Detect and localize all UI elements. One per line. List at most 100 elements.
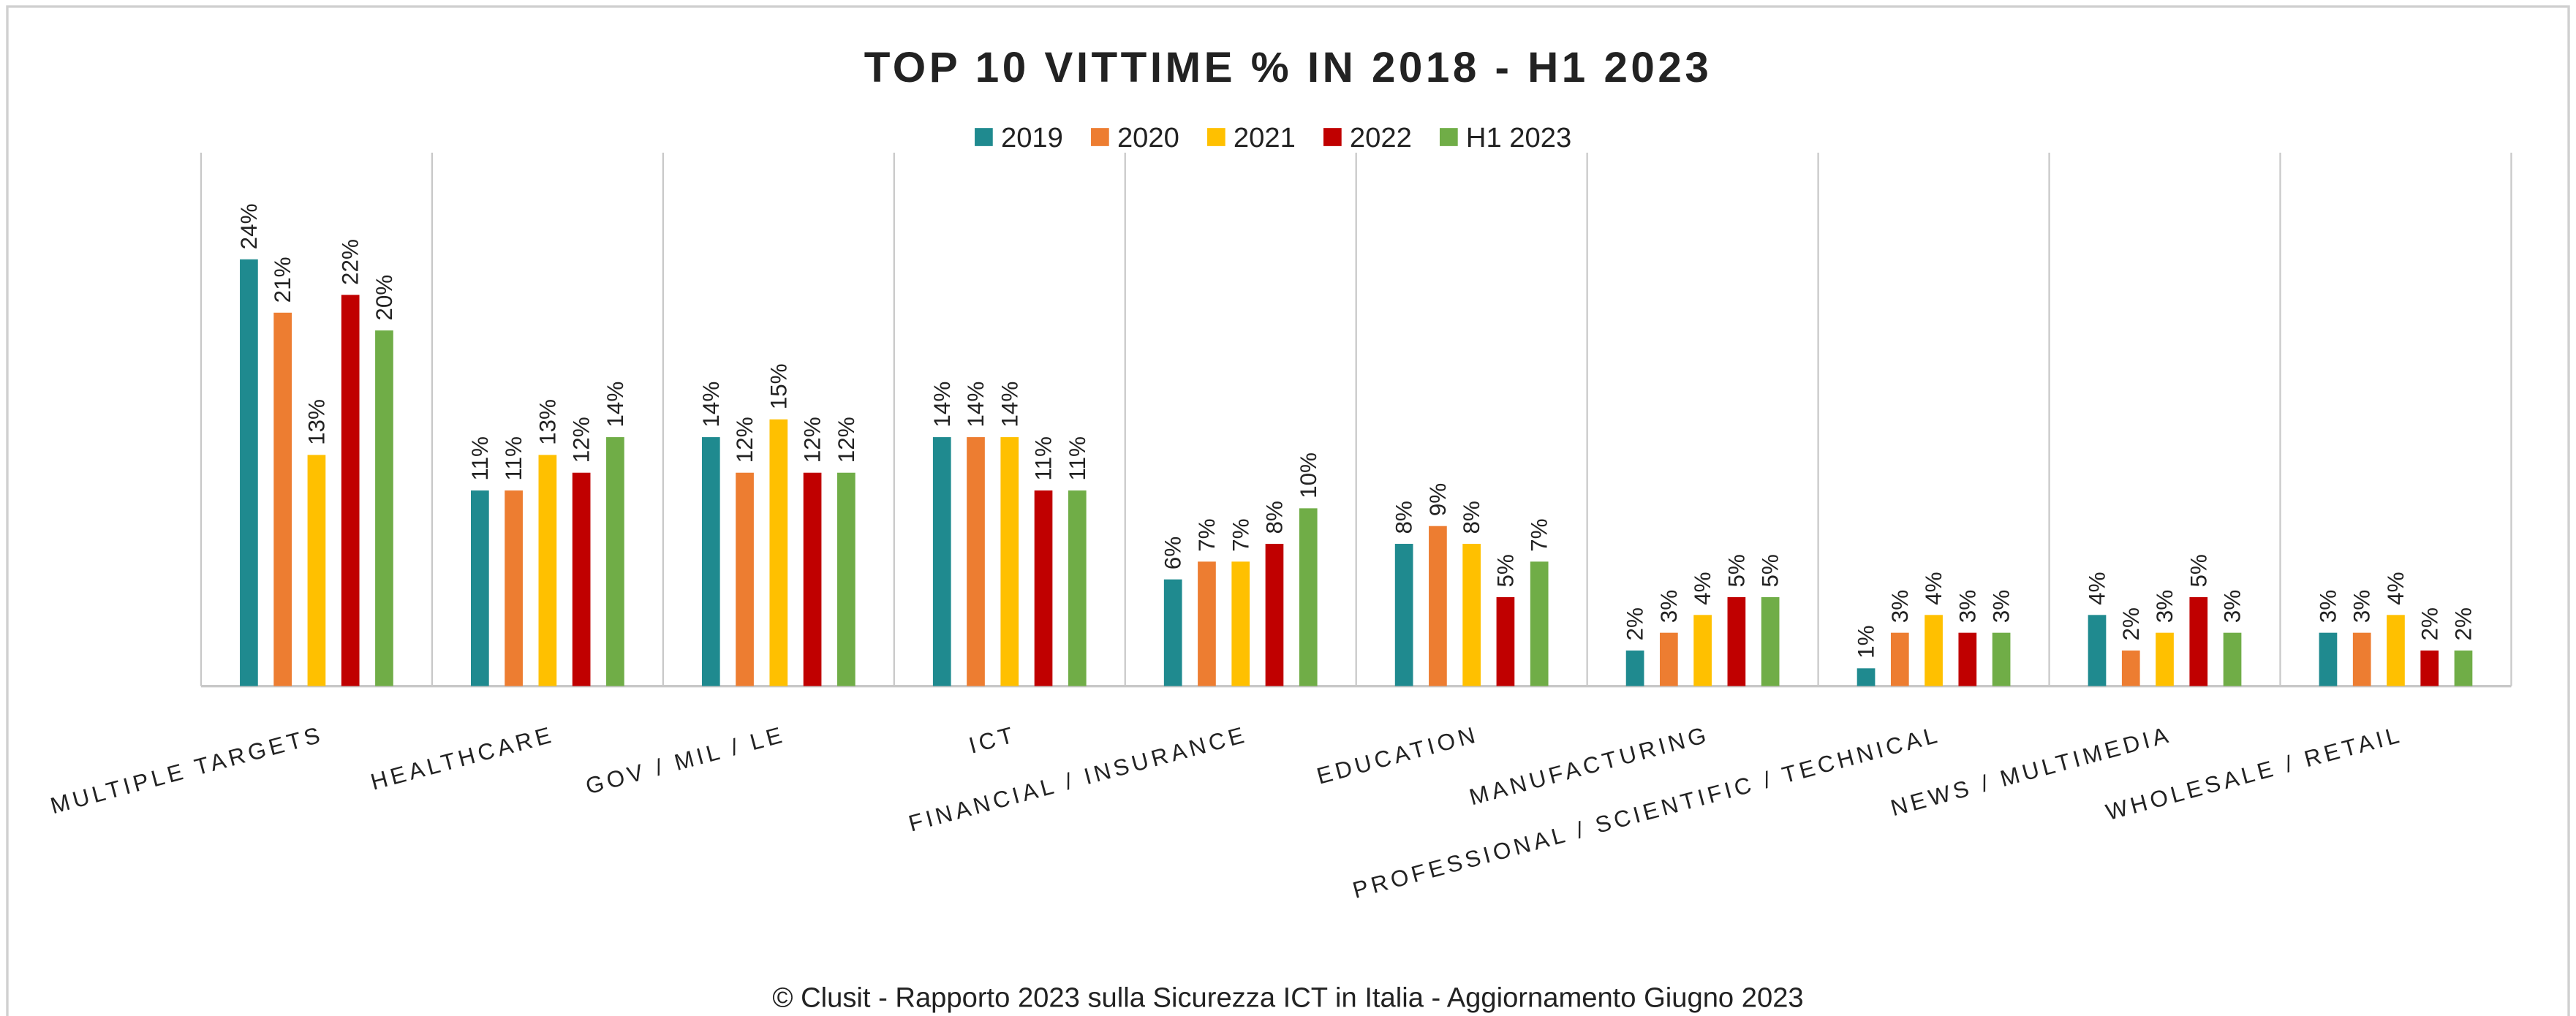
- data-label: 6%: [1160, 537, 1186, 569]
- bar: [1198, 561, 1216, 686]
- bar: [470, 490, 489, 686]
- bar: [2121, 650, 2140, 686]
- bar: [736, 472, 754, 686]
- data-label: 14%: [963, 382, 989, 428]
- bar: [606, 437, 624, 686]
- data-label: 14%: [698, 382, 724, 428]
- bar: [1925, 615, 1943, 686]
- bar: [769, 419, 788, 686]
- bar: [1625, 650, 1644, 686]
- data-label: 3%: [1656, 590, 1682, 623]
- data-label: 14%: [603, 382, 628, 428]
- data-label: 12%: [800, 417, 826, 463]
- data-label: 20%: [371, 275, 397, 321]
- bar: [1000, 437, 1019, 686]
- bar: [1394, 544, 1413, 686]
- data-label: 5%: [2186, 554, 2211, 587]
- bar: [375, 330, 393, 686]
- data-label: 3%: [1989, 590, 2014, 623]
- data-label: 4%: [2383, 572, 2409, 604]
- bar: [1034, 490, 1053, 686]
- data-label: 11%: [467, 436, 493, 481]
- legend-swatch: [975, 128, 993, 146]
- chart-title: TOP 10 VITTIME % IN 2018 - H1 2023: [864, 44, 1712, 91]
- data-label: 21%: [270, 257, 295, 303]
- data-label: 3%: [1887, 590, 1913, 623]
- bar: [1958, 632, 1977, 686]
- bar: [2387, 615, 2405, 686]
- bar: [967, 437, 985, 686]
- bar: [538, 455, 557, 686]
- data-label: 8%: [1459, 501, 1484, 534]
- data-label: 8%: [1262, 501, 1288, 534]
- data-label: 4%: [2085, 572, 2110, 604]
- bar: [2420, 650, 2439, 686]
- data-label: 3%: [2349, 590, 2375, 623]
- data-label: 14%: [929, 382, 955, 428]
- data-label: 5%: [1758, 554, 1783, 587]
- bar: [1068, 490, 1087, 686]
- bar: [1496, 597, 1515, 686]
- data-label: 5%: [1492, 554, 1518, 587]
- chart-border: [6, 5, 2570, 1016]
- bar: [1693, 615, 1712, 686]
- data-label: 2%: [2118, 607, 2144, 640]
- data-label: 9%: [1425, 483, 1451, 516]
- data-label: 13%: [303, 399, 329, 445]
- bar: [836, 472, 855, 686]
- data-label: 8%: [1391, 501, 1417, 534]
- data-label: 12%: [834, 417, 859, 463]
- data-label: 13%: [535, 399, 560, 445]
- data-label: 4%: [1921, 572, 1946, 604]
- legend-label: 2021: [1234, 122, 1296, 153]
- footer: © Clusit - Rapporto 2023 sulla Sicurezza…: [772, 982, 1803, 1014]
- legend-label: 2019: [1001, 122, 1063, 153]
- legend-label: 2020: [1117, 122, 1179, 153]
- data-label: 14%: [997, 382, 1022, 428]
- data-label: 5%: [1723, 554, 1749, 587]
- bar: [701, 437, 720, 686]
- bar: [2352, 632, 2371, 686]
- bar: [2319, 632, 2338, 686]
- bar: [240, 259, 258, 686]
- legend-swatch: [1323, 128, 1342, 146]
- legend-label: H1 2023: [1466, 122, 1571, 153]
- bar: [1530, 561, 1549, 686]
- bar: [1163, 579, 1182, 686]
- bar: [273, 312, 292, 686]
- legend-swatch: [1091, 128, 1109, 146]
- bar: [1761, 597, 1780, 686]
- data-label: 3%: [2220, 590, 2245, 623]
- bar: [1429, 526, 1447, 686]
- data-label: 7%: [1527, 518, 1552, 551]
- data-label: 12%: [732, 417, 758, 463]
- data-label: 4%: [1690, 572, 1715, 604]
- bar: [572, 472, 591, 686]
- legend-label: 2022: [1350, 122, 1412, 153]
- bar: [1231, 561, 1250, 686]
- legend-swatch: [1207, 128, 1225, 146]
- data-label: 11%: [1065, 436, 1090, 481]
- bar: [505, 490, 523, 686]
- bar: [2454, 650, 2473, 686]
- bar: [932, 437, 951, 686]
- data-label: 7%: [1194, 518, 1220, 551]
- data-label: 3%: [2315, 590, 2341, 623]
- bar: [1462, 544, 1481, 686]
- data-label: 7%: [1228, 518, 1253, 551]
- data-label: 2%: [1623, 607, 1648, 640]
- bar: [1265, 544, 1284, 686]
- bar: [1727, 597, 1746, 686]
- bar: [803, 472, 822, 686]
- data-label: 3%: [2152, 590, 2177, 623]
- data-label: 2%: [2451, 607, 2477, 640]
- data-label: 11%: [501, 436, 526, 481]
- data-label: 2%: [2417, 607, 2442, 640]
- data-label: 11%: [1031, 436, 1057, 481]
- data-label: 12%: [569, 417, 594, 463]
- bar: [1660, 632, 1678, 686]
- data-label: 15%: [766, 363, 791, 409]
- bar: [1857, 668, 1876, 686]
- bar: [1890, 632, 1909, 686]
